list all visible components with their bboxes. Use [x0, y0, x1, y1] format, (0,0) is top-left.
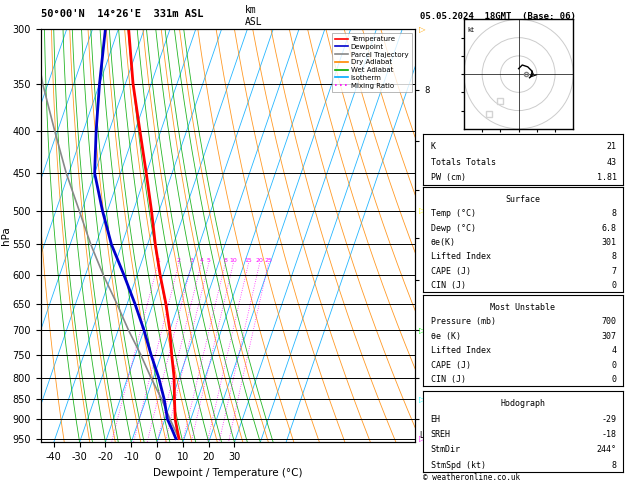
Text: 10: 10 [230, 258, 237, 263]
Text: 4: 4 [612, 347, 616, 355]
Text: ASL: ASL [245, 17, 263, 27]
Text: ▷: ▷ [419, 395, 425, 403]
Text: 5: 5 [207, 258, 211, 263]
Text: 21: 21 [607, 142, 616, 151]
Text: km: km [245, 5, 257, 15]
Text: StmDir: StmDir [431, 446, 460, 454]
Text: 8: 8 [612, 252, 616, 261]
Text: 6.8: 6.8 [602, 224, 616, 233]
Y-axis label: hPa: hPa [1, 226, 11, 245]
Text: Most Unstable: Most Unstable [490, 303, 555, 312]
Text: Pressure (mb): Pressure (mb) [431, 317, 496, 327]
Text: 7: 7 [612, 266, 616, 276]
Text: EH: EH [431, 415, 441, 424]
Text: 1: 1 [156, 258, 160, 263]
Text: Hodograph: Hodograph [500, 399, 545, 408]
Text: LCL: LCL [419, 431, 433, 440]
Text: 244°: 244° [597, 446, 616, 454]
Text: CAPE (J): CAPE (J) [431, 266, 470, 276]
Text: 307: 307 [602, 332, 616, 341]
X-axis label: Dewpoint / Temperature (°C): Dewpoint / Temperature (°C) [153, 468, 303, 478]
Text: CIN (J): CIN (J) [431, 281, 465, 290]
Text: 2: 2 [177, 258, 181, 263]
Text: CIN (J): CIN (J) [431, 376, 465, 384]
Text: PW (cm): PW (cm) [431, 173, 465, 182]
Text: θe (K): θe (K) [431, 332, 460, 341]
Text: © weatheronline.co.uk: © weatheronline.co.uk [423, 473, 520, 482]
Text: ▷: ▷ [419, 434, 425, 443]
Text: 4: 4 [199, 258, 203, 263]
Text: 15: 15 [245, 258, 252, 263]
Text: 1.81: 1.81 [597, 173, 616, 182]
Text: 700: 700 [602, 317, 616, 327]
Text: SREH: SREH [431, 430, 451, 439]
Text: 20: 20 [255, 258, 264, 263]
Text: 43: 43 [607, 157, 616, 167]
Text: CAPE (J): CAPE (J) [431, 361, 470, 370]
Text: ▷: ▷ [419, 206, 425, 215]
Legend: Temperature, Dewpoint, Parcel Trajectory, Dry Adiabat, Wet Adiabat, Isotherm, Mi: Temperature, Dewpoint, Parcel Trajectory… [332, 33, 411, 92]
Text: Lifted Index: Lifted Index [431, 252, 491, 261]
Text: 8: 8 [612, 461, 616, 470]
Text: Dewp (°C): Dewp (°C) [431, 224, 476, 233]
Text: 0: 0 [612, 376, 616, 384]
Text: StmSpd (kt): StmSpd (kt) [431, 461, 486, 470]
Text: 05.05.2024  18GMT  (Base: 06): 05.05.2024 18GMT (Base: 06) [420, 12, 576, 21]
Text: ▷: ▷ [419, 25, 425, 34]
Text: 8: 8 [612, 209, 616, 218]
Text: -18: -18 [602, 430, 616, 439]
Text: Lifted Index: Lifted Index [431, 347, 491, 355]
Text: 25: 25 [264, 258, 272, 263]
Text: Mixing Ratio (g/kg): Mixing Ratio (g/kg) [442, 196, 452, 276]
Text: 8: 8 [223, 258, 227, 263]
Text: 3: 3 [190, 258, 194, 263]
Text: θe(K): θe(K) [431, 238, 455, 247]
Text: Surface: Surface [505, 195, 540, 204]
Text: 0: 0 [612, 361, 616, 370]
Text: K: K [431, 142, 436, 151]
Text: -29: -29 [602, 415, 616, 424]
Text: kt: kt [467, 27, 474, 33]
Text: 0: 0 [612, 281, 616, 290]
Text: Totals Totals: Totals Totals [431, 157, 496, 167]
Text: 50°00'N  14°26'E  331m ASL: 50°00'N 14°26'E 331m ASL [41, 9, 203, 19]
Text: Temp (°C): Temp (°C) [431, 209, 476, 218]
Text: 301: 301 [602, 238, 616, 247]
Text: ▷: ▷ [419, 326, 425, 334]
